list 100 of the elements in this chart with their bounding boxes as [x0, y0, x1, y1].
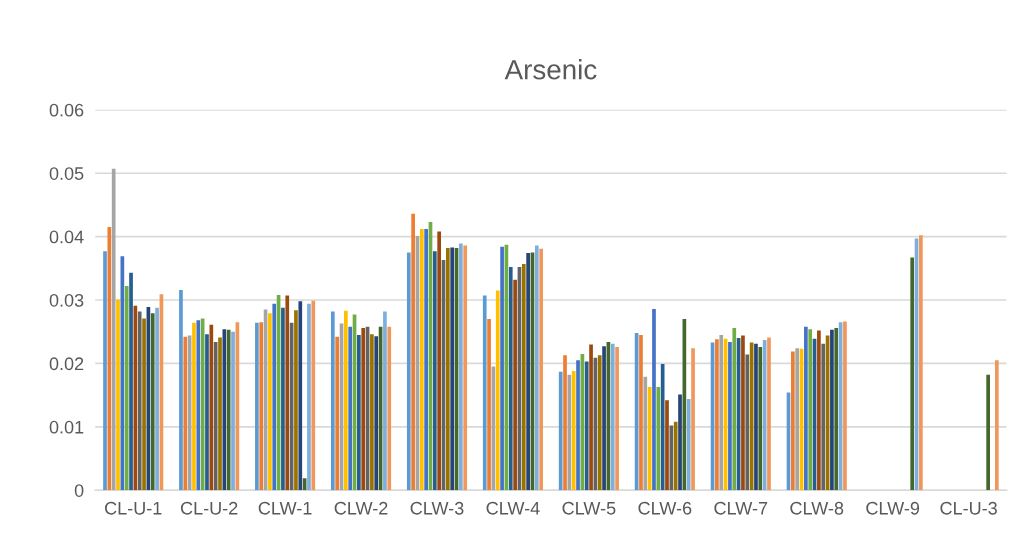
bar: [285, 295, 290, 491]
bar: [678, 394, 682, 491]
bar: [910, 257, 915, 491]
bar: [432, 251, 437, 491]
x-tick-label: CLW-4: [486, 501, 540, 515]
bar: [348, 326, 353, 491]
bar: [209, 324, 214, 491]
bar: [155, 307, 159, 491]
bar: [495, 290, 500, 491]
bar: [411, 213, 415, 491]
x-tick-label: CLW-2: [334, 501, 388, 515]
x-tick-label: CL-U-3: [940, 501, 997, 515]
bar: [406, 252, 411, 491]
bar: [643, 376, 648, 491]
bar: [754, 343, 758, 491]
bar: [107, 227, 112, 491]
bar: [437, 231, 442, 491]
bar: [330, 311, 335, 491]
bar: [370, 334, 374, 491]
bar: [281, 307, 285, 491]
bar: [652, 308, 656, 491]
bar: [669, 425, 674, 491]
bar: [205, 334, 209, 491]
bar: [795, 348, 800, 491]
bar: [615, 346, 619, 491]
x-tick-label: CLW-1: [258, 501, 312, 515]
bar: [610, 343, 615, 491]
bar: [589, 344, 593, 491]
bar: [183, 336, 188, 491]
x-tick-label: CLW-8: [790, 501, 844, 515]
bar: [563, 355, 567, 491]
bar: [357, 334, 361, 491]
bar: [424, 229, 428, 491]
bar: [804, 326, 808, 491]
bar: [222, 329, 227, 491]
bar: [539, 248, 543, 491]
y-tick-label: 0.01: [49, 420, 84, 434]
bar: [213, 341, 218, 491]
y-tick-label: 0.04: [49, 230, 84, 244]
bar: [728, 341, 732, 491]
bar: [487, 319, 491, 491]
bar: [521, 263, 526, 491]
bar: [383, 311, 387, 491]
bar: [715, 339, 719, 491]
bar: [534, 245, 539, 491]
bar: [124, 286, 129, 491]
bar: [558, 371, 563, 491]
bar: [673, 421, 678, 491]
bar: [111, 168, 116, 491]
x-tick-label: CLW-5: [562, 501, 616, 515]
bar: [137, 311, 142, 491]
bar: [361, 327, 366, 491]
bar: [808, 329, 813, 491]
x-tick-label: CLW-3: [410, 501, 464, 515]
x-tick-label: CL-U-2: [180, 501, 238, 515]
bar: [584, 361, 589, 491]
bar: [450, 247, 455, 491]
x-tick-label: CLW-9: [866, 501, 920, 515]
bar: [259, 322, 264, 491]
bar: [116, 299, 120, 491]
x-tick-label: CLW-7: [714, 501, 768, 515]
bar: [446, 248, 450, 491]
bar: [571, 371, 576, 491]
bar: [311, 300, 316, 491]
bar: [459, 243, 463, 491]
bar: [602, 346, 606, 491]
bar: [218, 337, 222, 491]
bar: [419, 229, 424, 491]
bar: [231, 331, 235, 491]
y-tick-label: 0.05: [49, 167, 84, 180]
bar: [374, 336, 379, 491]
bar: [482, 295, 487, 491]
bar: [463, 245, 468, 491]
bar: [335, 336, 340, 491]
bar: [307, 303, 311, 491]
bar: [834, 327, 839, 491]
bar: [639, 334, 643, 491]
x-tick-label: CLW-6: [638, 501, 692, 515]
bar: [821, 343, 826, 491]
bar: [513, 279, 517, 491]
bar: [576, 360, 580, 491]
bar: [272, 303, 277, 491]
bar: [817, 330, 821, 491]
x-tick-label: CL-U-1: [105, 501, 162, 515]
y-tick-label: 0.02: [49, 357, 84, 371]
bar: [994, 360, 999, 491]
bar: [745, 354, 750, 491]
bar: [597, 355, 602, 491]
bar: [294, 310, 298, 491]
bar: [500, 246, 504, 491]
bar: [741, 335, 745, 491]
bar: [791, 351, 795, 491]
bar: [142, 318, 146, 491]
bar: [103, 251, 107, 491]
bar: [129, 272, 133, 491]
bar: [767, 337, 771, 491]
bar: [919, 235, 923, 491]
bar: [344, 310, 348, 491]
bar: [150, 313, 155, 491]
bar: [686, 398, 691, 491]
